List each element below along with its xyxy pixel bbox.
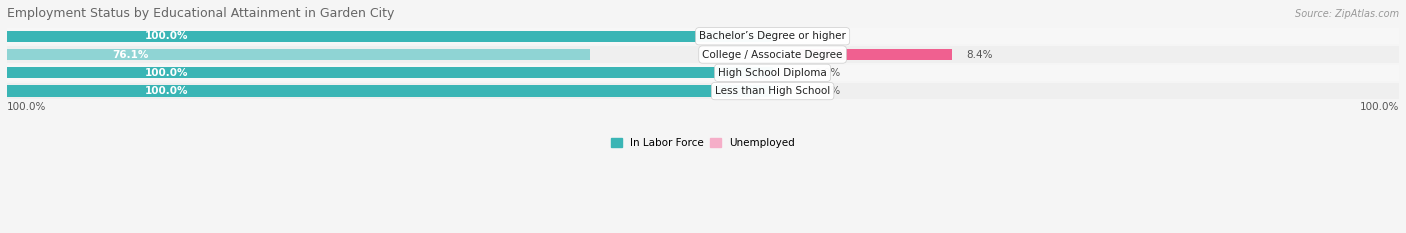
Bar [7,28,1399,44]
Bar [7,47,1399,63]
Text: 76.1%: 76.1% [112,50,148,60]
Text: 100.0%: 100.0% [145,31,188,41]
Legend: In Labor Force, Unemployed: In Labor Force, Unemployed [607,134,799,152]
Text: 0.0%: 0.0% [814,68,841,78]
Text: 8.4%: 8.4% [966,50,993,60]
Bar [800,49,952,60]
Text: College / Associate Degree: College / Associate Degree [703,50,842,60]
Bar [7,65,1399,81]
Bar [7,31,773,42]
Text: 100.0%: 100.0% [145,86,188,96]
Bar [7,86,773,97]
Bar [7,83,1399,99]
Text: High School Diploma: High School Diploma [718,68,827,78]
Text: Less than High School: Less than High School [716,86,830,96]
Bar [7,49,589,60]
Text: Bachelor’s Degree or higher: Bachelor’s Degree or higher [699,31,846,41]
Text: 0.0%: 0.0% [814,86,841,96]
Text: Employment Status by Educational Attainment in Garden City: Employment Status by Educational Attainm… [7,7,394,20]
Text: 100.0%: 100.0% [145,68,188,78]
Text: 100.0%: 100.0% [1360,103,1399,113]
Text: Source: ZipAtlas.com: Source: ZipAtlas.com [1295,9,1399,19]
Bar [7,67,773,79]
Text: 0.0%: 0.0% [814,31,841,41]
Text: 100.0%: 100.0% [7,103,46,113]
